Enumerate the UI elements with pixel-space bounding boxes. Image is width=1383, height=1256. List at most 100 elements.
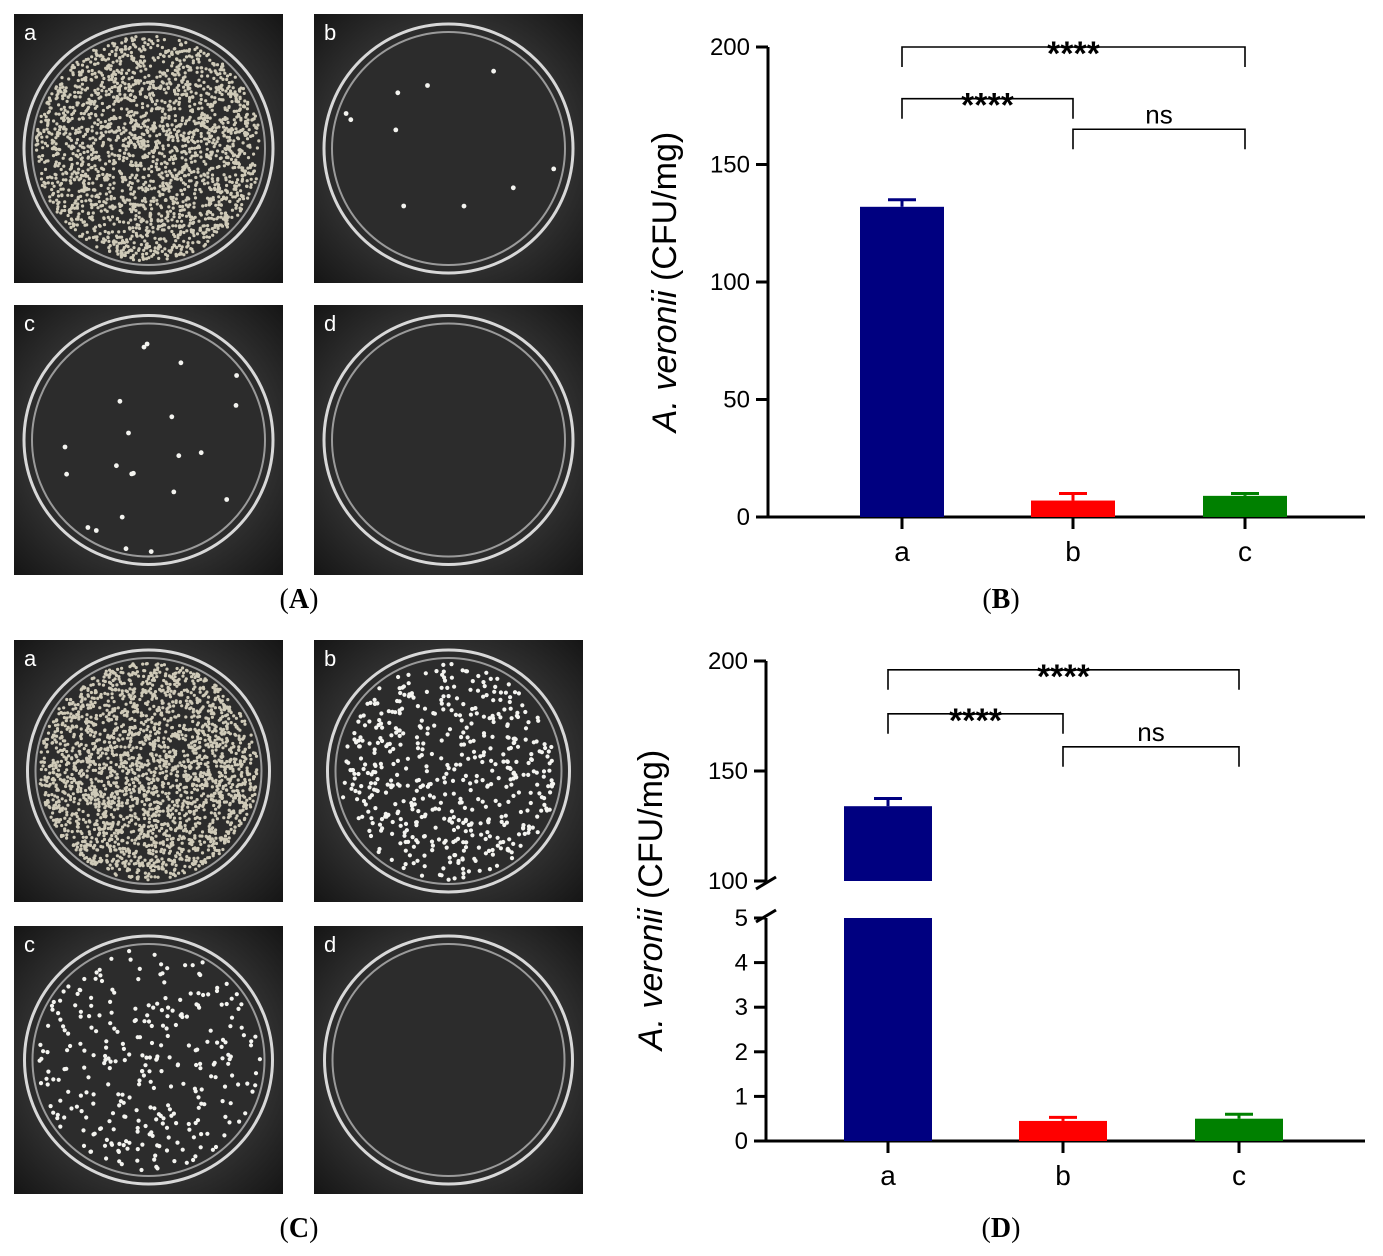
colony [79, 843, 83, 848]
colony [148, 707, 152, 711]
colony [76, 202, 80, 206]
colony [230, 180, 234, 184]
colony [174, 700, 178, 705]
colony [171, 157, 175, 162]
colony [176, 837, 181, 842]
colony [107, 75, 111, 79]
colony [224, 211, 228, 215]
colony [114, 48, 118, 52]
colony [72, 145, 76, 149]
colony [79, 786, 83, 791]
colony [128, 207, 132, 211]
colony [208, 58, 212, 62]
colony [234, 373, 240, 378]
colony [128, 176, 132, 180]
colony [86, 724, 90, 728]
colony [182, 239, 186, 243]
colony [119, 255, 123, 259]
plate-a-c: c [14, 305, 283, 575]
colony [158, 192, 162, 196]
colony [187, 118, 191, 122]
colony [108, 125, 112, 129]
colony [109, 745, 113, 749]
colony [133, 784, 137, 788]
colony [174, 855, 178, 859]
colony [90, 125, 94, 129]
colony [140, 142, 144, 146]
colony [236, 727, 240, 731]
colony [147, 244, 152, 249]
colony [208, 156, 213, 161]
colony [218, 143, 222, 147]
colony [161, 144, 165, 148]
colony [195, 798, 199, 802]
colony [234, 160, 239, 165]
colony [153, 246, 157, 250]
colony [239, 822, 243, 826]
colony [95, 245, 99, 249]
colony [152, 692, 156, 696]
colony [99, 860, 103, 864]
colony [199, 115, 203, 119]
colony [175, 790, 179, 795]
colony [206, 720, 211, 724]
colony [124, 144, 128, 148]
colony [129, 748, 133, 752]
colony [188, 97, 192, 101]
colony [97, 763, 102, 767]
colony [172, 88, 177, 92]
colony [210, 227, 214, 231]
colony [87, 720, 91, 724]
colony [152, 199, 156, 203]
colony [134, 161, 138, 165]
colony [152, 196, 156, 200]
colony [43, 112, 47, 116]
colony [136, 710, 140, 714]
colony [55, 210, 59, 214]
colony [146, 830, 150, 834]
colony [70, 724, 74, 728]
colony [237, 165, 241, 169]
colony [84, 199, 88, 203]
colony [197, 240, 201, 244]
colony [153, 186, 157, 190]
colony [154, 818, 158, 823]
colony [169, 82, 173, 86]
colony [193, 192, 197, 196]
colony [132, 190, 136, 194]
colony [238, 796, 242, 800]
colony [152, 121, 156, 125]
colony [158, 744, 162, 748]
colony [241, 127, 245, 131]
colony [79, 789, 83, 793]
colony [133, 82, 138, 86]
colony [202, 159, 206, 164]
colony [197, 805, 201, 810]
colony [163, 100, 167, 105]
colony [136, 817, 141, 821]
colony [231, 799, 235, 803]
colony [90, 93, 94, 97]
colony [137, 211, 141, 215]
colony [218, 792, 222, 796]
colony [204, 798, 208, 802]
colony [65, 833, 69, 837]
colony [132, 690, 136, 694]
colony [101, 766, 105, 771]
colony [225, 117, 229, 121]
colony [96, 696, 100, 700]
colony [126, 824, 130, 828]
colony [88, 832, 92, 836]
colony [133, 771, 137, 776]
colony [234, 158, 238, 162]
colony [123, 847, 127, 851]
colony [48, 199, 52, 203]
plate-label: a [24, 646, 37, 671]
colony [111, 683, 115, 688]
colony [184, 152, 188, 156]
colony [192, 119, 196, 123]
colony [133, 217, 137, 221]
colony [159, 849, 163, 854]
colony [120, 211, 124, 215]
colony [104, 175, 108, 179]
